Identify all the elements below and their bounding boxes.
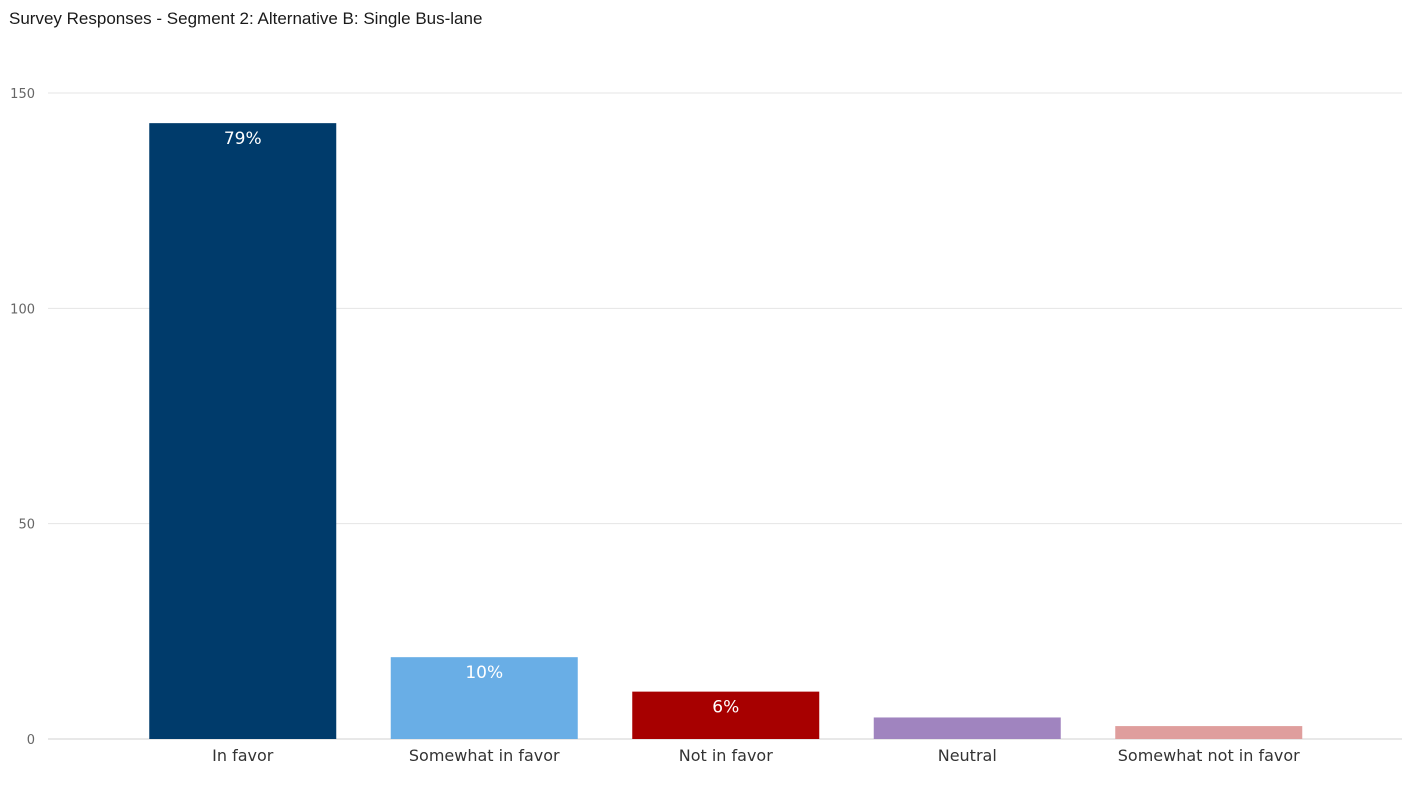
bar[interactable] [149, 123, 337, 739]
data-label: 10% [465, 663, 503, 683]
x-tick-label: In favor [212, 746, 274, 765]
x-tick-label: Somewhat not in favor [1118, 746, 1300, 765]
x-axis: In favor Somewhat in favor Not in favor Neu… [212, 746, 1300, 765]
bar[interactable] [873, 717, 1061, 739]
x-tick-label: Somewhat in favor [409, 746, 560, 765]
bars: 79% 10% 6% [149, 123, 1303, 739]
bar[interactable] [632, 691, 820, 739]
data-label: 79% [224, 129, 262, 149]
data-label: 6% [712, 698, 739, 718]
y-tick-label: 100 [10, 302, 35, 317]
bar[interactable] [390, 657, 578, 739]
y-axis: 0 50 100 150 [10, 87, 35, 748]
y-tick-label: 50 [18, 518, 35, 533]
x-tick-label: Not in favor [679, 746, 773, 765]
y-tick-label: 150 [10, 87, 35, 102]
y-tick-label: 0 [27, 733, 35, 748]
bar[interactable] [1115, 726, 1303, 739]
x-tick-label: Neutral [938, 746, 997, 765]
chart-title: Survey Responses - Segment 2: Alternativ… [9, 9, 483, 28]
